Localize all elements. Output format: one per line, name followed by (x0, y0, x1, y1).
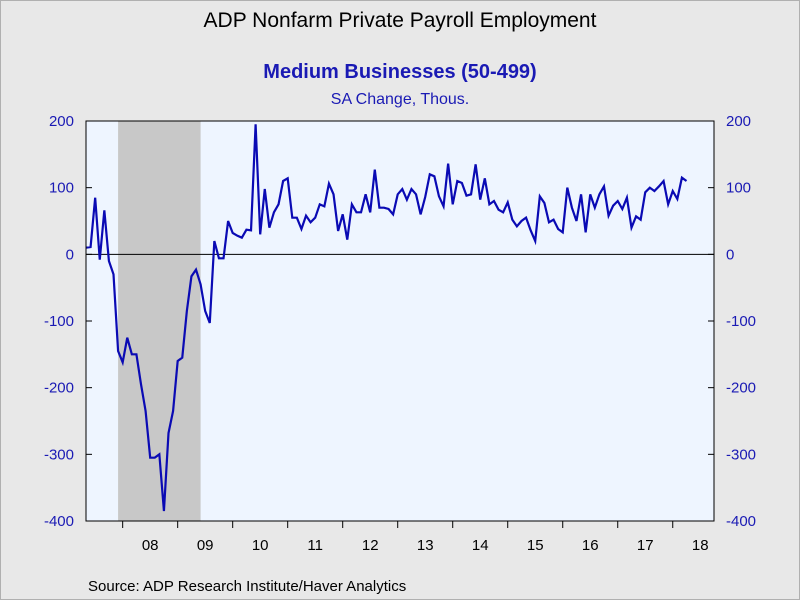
y-tick-label-right: 0 (726, 246, 734, 263)
x-tick-label: 10 (252, 537, 269, 554)
y-tick-label-right: -200 (726, 380, 756, 397)
y-tick-label-left: 100 (49, 180, 74, 197)
x-tick-label: 14 (472, 537, 489, 554)
series-line-medium-businesses (85, 124, 688, 512)
y-tick-label-right: -300 (726, 446, 756, 463)
x-tick-label: 11 (307, 537, 323, 554)
y-tick-label-right: 100 (726, 180, 751, 197)
x-tick-label: 16 (582, 537, 599, 554)
y-tick-label-left: -400 (44, 513, 74, 530)
source-note: Source: ADP Research Institute/Haver Ana… (88, 578, 407, 595)
x-tick-label: 09 (197, 537, 214, 554)
y-tick-label-right: -400 (726, 513, 756, 530)
x-tick-label: 12 (362, 537, 379, 554)
x-tick-label: 15 (527, 537, 544, 554)
y-tick-label-left: -200 (44, 380, 74, 397)
x-tick-label: 08 (142, 537, 159, 554)
x-tick-label: 13 (417, 537, 434, 554)
chart-subtitle: Medium Businesses (50-499) (263, 61, 537, 83)
chart-title: ADP Nonfarm Private Payroll Employment (203, 9, 597, 32)
chart-units: SA Change, Thous. (330, 91, 470, 108)
y-tick-label-right: 200 (726, 113, 751, 130)
x-tick-label: 17 (637, 537, 654, 554)
y-tick-label-left: 0 (66, 246, 74, 263)
y-tick-label-left: 200 (49, 113, 74, 130)
y-tick-label-left: -300 (44, 446, 74, 463)
y-tick-label-right: -100 (726, 313, 756, 330)
x-tick-label: 18 (692, 537, 709, 554)
y-tick-label-left: -100 (44, 313, 74, 330)
